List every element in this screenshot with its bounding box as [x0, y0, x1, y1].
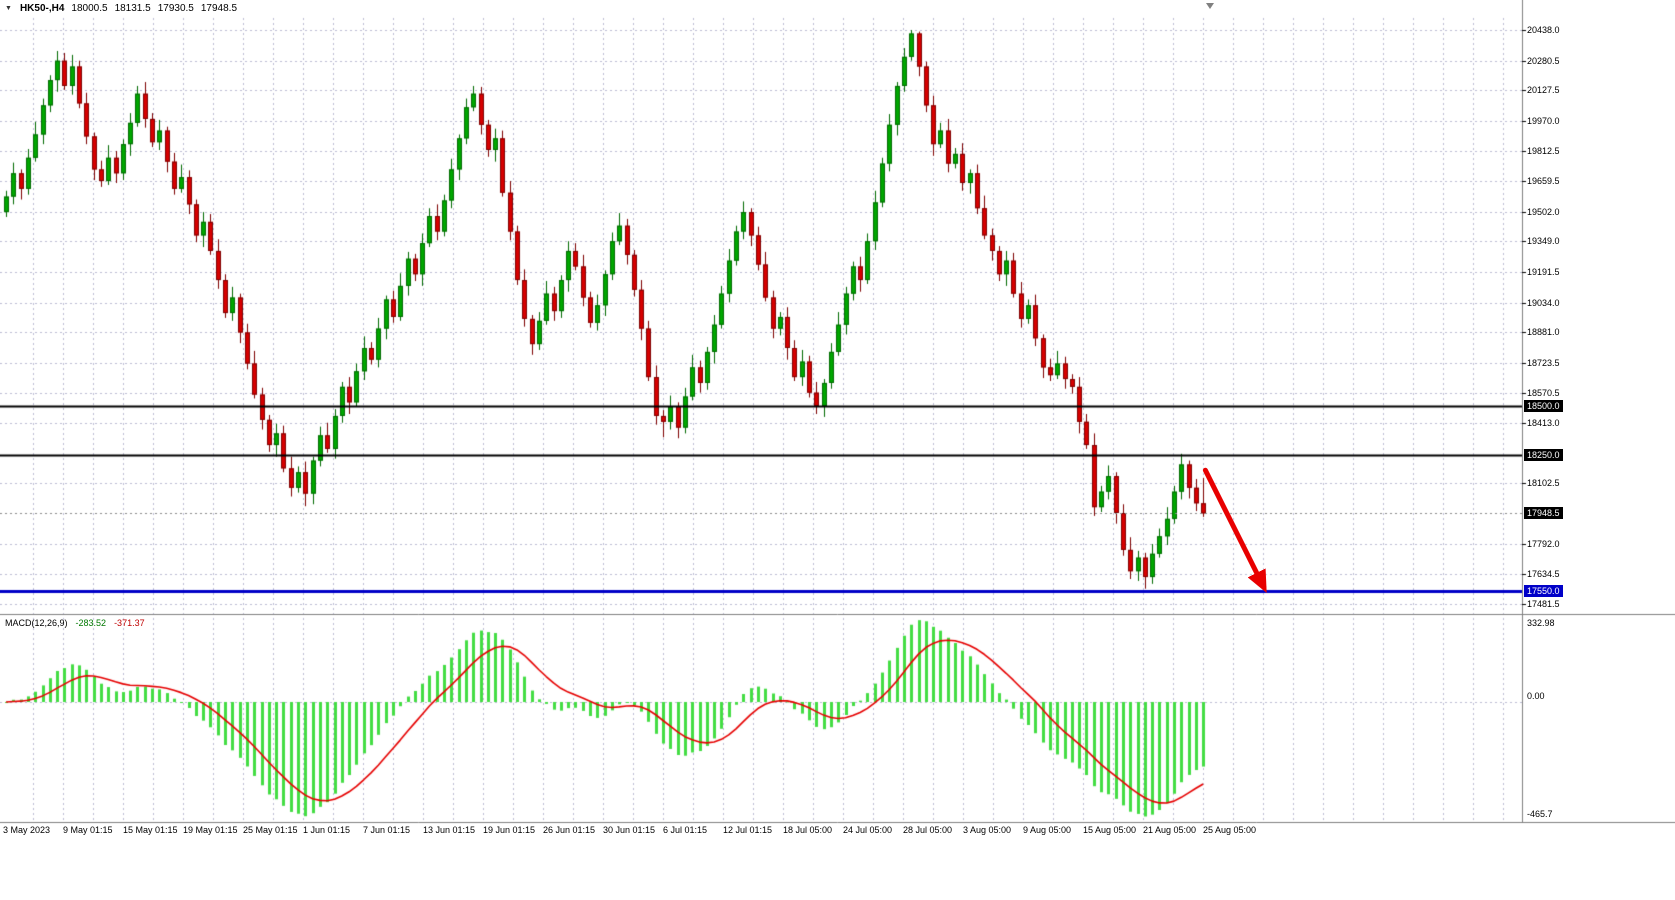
symbol-dropdown-icon[interactable]: ▼	[5, 5, 12, 12]
price-line-badge: 18250.0	[1524, 448, 1563, 461]
price-axis-label: 19812.5	[1527, 146, 1560, 157]
macd-signal-value: -371.37	[114, 618, 145, 628]
macd-axis-label: -465.7	[1527, 809, 1553, 819]
time-axis-label: 21 Aug 05:00	[1143, 825, 1197, 835]
macd-axis-label: 332.98	[1527, 618, 1555, 628]
chart-shift-marker[interactable]	[1206, 3, 1214, 9]
macd-axis-label: 0.00	[1527, 691, 1545, 702]
price-axis-label: 20280.5	[1527, 55, 1560, 66]
time-axis-label: 12 Jul 01:15	[723, 825, 773, 835]
time-axis-label: 7 Jun 01:15	[363, 825, 411, 835]
price-axis-label: 18102.5	[1527, 478, 1560, 489]
price-line-badge: 17550.0	[1524, 584, 1563, 597]
price-axis-label: 17792.0	[1527, 538, 1560, 549]
bar-open-value: 18000.5	[71, 3, 108, 14]
time-axis-label: 18 Jul 05:00	[783, 825, 833, 835]
time-axis-label: 25 Aug 05:00	[1203, 825, 1257, 835]
price-axis-label: 18723.5	[1527, 357, 1560, 368]
macd-name-label: MACD(12,26,9)	[5, 618, 68, 628]
chart-title: ▼ HK50-,H4 18000.5 18131.5 17930.5 17948…	[5, 3, 237, 14]
bar-high-value: 18131.5	[114, 3, 151, 14]
time-axis-label: 28 Jul 05:00	[903, 825, 953, 835]
price-axis-label: 18570.5	[1527, 387, 1560, 398]
macd-main-value: -283.52	[75, 618, 107, 628]
price-line-badge: 18500.0	[1524, 400, 1563, 413]
time-axis-label: 6 Jul 01:15	[663, 825, 708, 835]
time-axis-label: 9 May 01:15	[63, 825, 113, 835]
time-axis-label: 24 Jul 05:00	[843, 825, 893, 835]
time-axis-label: 15 May 01:15	[123, 825, 178, 835]
time-axis-label: 19 May 01:15	[183, 825, 238, 835]
price-axis-label: 18413.0	[1527, 418, 1560, 429]
time-axis-label: 19 Jun 01:15	[483, 825, 536, 835]
price-axis-label: 19970.0	[1527, 115, 1560, 126]
price-axis-label: 18881.0	[1527, 327, 1560, 338]
time-axis-label: 25 May 01:15	[243, 825, 298, 835]
price-axis-label: 20438.0	[1527, 25, 1560, 36]
time-axis-label: 30 Jun 01:15	[603, 825, 656, 835]
price-axis-label: 19191.5	[1527, 267, 1560, 277]
time-axis-label: 15 Aug 05:00	[1083, 825, 1137, 835]
time-axis-label: 3 May 2023	[3, 825, 51, 835]
time-axis-label: 1 Jun 01:15	[303, 825, 351, 835]
time-axis-label: 9 Aug 05:00	[1023, 825, 1072, 835]
price-axis-label: 19349.0	[1527, 236, 1560, 247]
price-axis-label: 17634.5	[1527, 569, 1560, 580]
price-axis-label: 20127.5	[1527, 85, 1560, 96]
price-line-badge: 17948.5	[1524, 507, 1563, 520]
price-axis-label: 19502.0	[1527, 206, 1560, 217]
macd-indicator-label: MACD(12,26,9) -283.52 -371.37	[5, 618, 145, 628]
time-axis-label: 13 Jun 01:15	[423, 825, 476, 835]
time-axis-label: 3 Aug 05:00	[963, 825, 1012, 835]
time-axis-label: 26 Jun 01:15	[543, 825, 596, 835]
price-axis-label: 19034.0	[1527, 297, 1560, 308]
bar-close-value: 17948.5	[200, 3, 238, 14]
bar-low-value: 17930.5	[157, 3, 194, 14]
price-axis-label: 19659.5	[1527, 176, 1560, 187]
price-axis-label: 17481.5	[1527, 598, 1560, 609]
symbol-period-label: HK50-,H4	[19, 3, 65, 14]
